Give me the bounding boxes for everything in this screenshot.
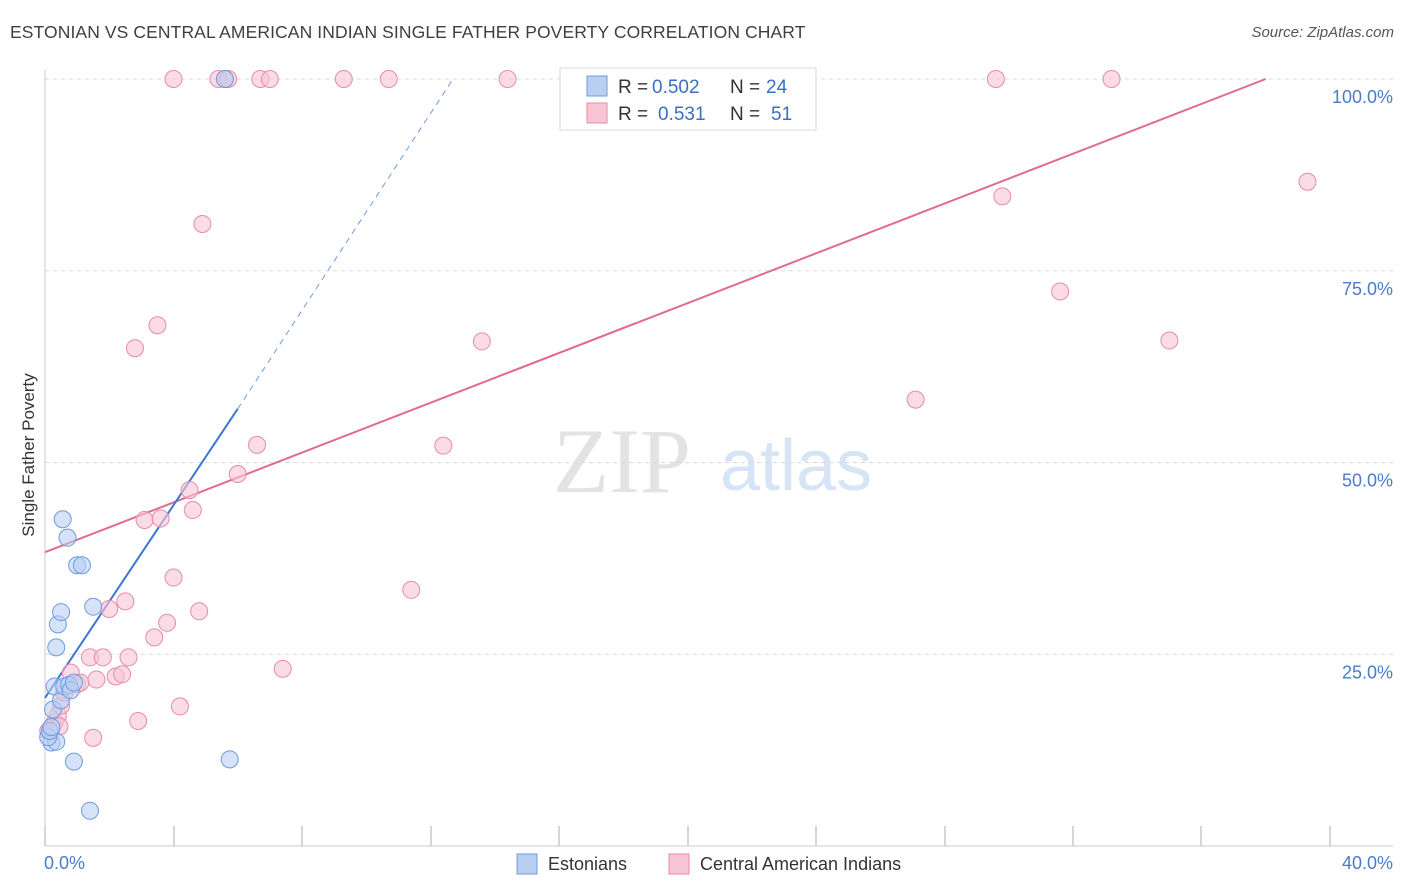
- legend-n-value-1: 24: [766, 77, 788, 98]
- estonian-point-21: [80, 801, 99, 820]
- estonian-point-23: [215, 70, 234, 88]
- cai-point-18: [119, 648, 138, 667]
- cai-point-16: [113, 665, 132, 684]
- legend-r-label-1: R =: [618, 77, 648, 98]
- cai-point-41: [334, 70, 353, 88]
- legend-r-value-1: 0.502: [652, 77, 700, 98]
- cai-point-42: [379, 70, 398, 88]
- legend-n-label-1: N =: [730, 77, 760, 98]
- cai-point-20: [145, 628, 164, 647]
- cai-point-22: [151, 509, 170, 528]
- trend-lines: [44, 78, 1267, 699]
- cai-point-27: [183, 501, 202, 520]
- source-credit: Source: ZipAtlas.com: [1251, 24, 1394, 41]
- cai-point-17: [116, 592, 135, 611]
- axes: 25.0% 50.0% 75.0% 100.0%: [44, 70, 1393, 847]
- trend-line-estonians: [44, 408, 239, 699]
- y-tick-label-25: 25.0%: [1342, 662, 1393, 682]
- estonian-point-20: [64, 752, 83, 771]
- bottom-swatch-estonians: [516, 853, 538, 875]
- correlation-legend: R = 0.502 N = 24 R = 0.531 N = 51: [559, 67, 817, 131]
- y-axis-label: Single Father Poverty: [19, 373, 38, 537]
- cai-point-39: [273, 659, 292, 678]
- cai-point-13: [93, 648, 112, 667]
- legend-swatch-estonians: [586, 75, 608, 97]
- cai-point-49: [993, 187, 1012, 206]
- bottom-legend-estonians: Estonians: [548, 854, 627, 874]
- cai-point-38: [260, 70, 279, 88]
- cai-point-19: [129, 711, 148, 730]
- estonian-point-14: [52, 603, 71, 622]
- cai-point-30: [148, 316, 167, 335]
- chart-title: ESTONIAN VS CENTRAL AMERICAN INDIAN SING…: [10, 22, 806, 42]
- estonian-point-18: [58, 528, 77, 547]
- trend-line-cai: [44, 78, 1267, 554]
- cai-point-50: [1102, 70, 1121, 88]
- legend-n-label-2: N =: [730, 104, 760, 125]
- watermark-atlas: atlas: [720, 426, 872, 506]
- cai-point-21: [135, 511, 154, 530]
- cai-point-23: [158, 613, 177, 632]
- cai-point-43: [402, 580, 421, 599]
- cai-point-32: [193, 214, 212, 233]
- cai-point-47: [906, 390, 925, 409]
- estonian-point-22: [220, 750, 239, 769]
- cai-point-24: [164, 568, 183, 587]
- legend-r-value-2: 0.531: [658, 104, 706, 125]
- y-tick-label-100: 100.0%: [1332, 87, 1393, 107]
- cai-point-31: [125, 339, 144, 358]
- estonian-point-12: [47, 638, 66, 657]
- cai-point-45: [472, 332, 491, 351]
- y-tick-label-75: 75.0%: [1342, 279, 1393, 299]
- cai-point-44: [434, 436, 453, 455]
- estonian-point-17: [72, 556, 91, 575]
- legend-n-value-2: 51: [771, 104, 792, 125]
- cai-point-35: [228, 465, 247, 484]
- cai-point-36: [248, 435, 267, 454]
- estonian-points: [39, 70, 239, 820]
- estonian-point-11: [64, 673, 83, 692]
- cai-point-48: [986, 70, 1005, 88]
- cai-point-53: [1298, 172, 1317, 191]
- series-legend: Estonians Central American Indians: [516, 853, 901, 875]
- cai-point-51: [1051, 282, 1070, 301]
- bottom-swatch-cai: [668, 853, 690, 875]
- bottom-legend-cai: Central American Indians: [700, 854, 901, 874]
- legend-swatch-cai: [586, 102, 608, 124]
- cai-point-12: [87, 670, 106, 689]
- trend-line-estonians-extension: [237, 78, 454, 410]
- x-tick-max: 40.0%: [1342, 853, 1393, 873]
- cai-point-46: [498, 70, 517, 88]
- legend-r-label-2: R =: [618, 104, 648, 125]
- estonian-point-19: [53, 510, 72, 529]
- x-tick-min: 0.0%: [44, 853, 85, 873]
- cai-point-26: [180, 481, 199, 500]
- gridlines: [45, 78, 1393, 655]
- y-tick-label-50: 50.0%: [1342, 471, 1393, 491]
- cai-point-40: [164, 70, 183, 88]
- cai-point-28: [190, 602, 209, 621]
- cai-point-14: [100, 599, 119, 618]
- cai-point-11: [84, 728, 103, 747]
- watermark-zip: ZIP: [553, 410, 691, 512]
- cai-point-52: [1160, 331, 1179, 350]
- estonian-point-4: [42, 718, 61, 737]
- estonian-point-15: [84, 597, 103, 616]
- cai-points: [39, 70, 1317, 747]
- cai-point-25: [170, 697, 189, 716]
